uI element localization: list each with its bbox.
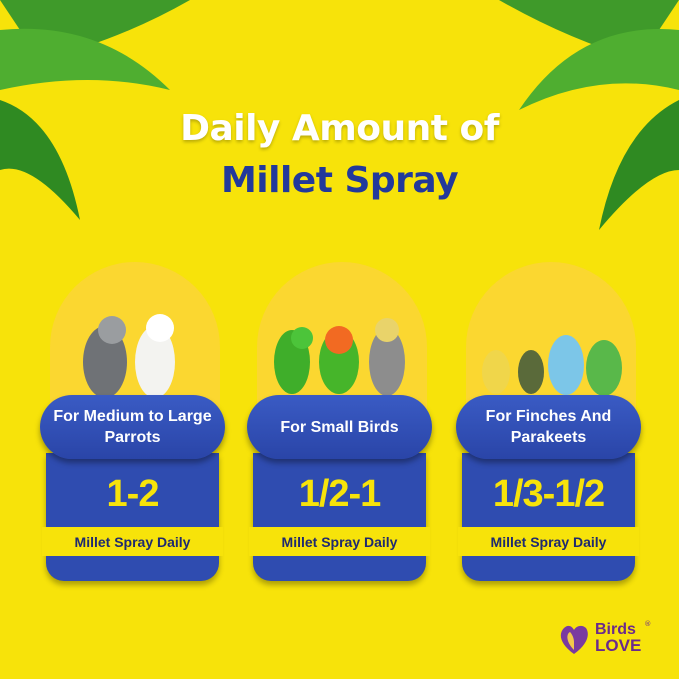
logo-text-birds: Birds <box>595 621 636 638</box>
finches-parakeets-image <box>482 335 622 396</box>
small-birds-image <box>274 318 405 396</box>
amount-value: 1/3-1/2 <box>492 473 605 515</box>
card-heading: For Finches And Parakeets <box>456 395 641 459</box>
palm-leaf-right-decoration <box>499 0 679 230</box>
card-heading: For Medium to Large Parrots <box>40 395 225 459</box>
card-body: 1-2 Millet Spray Daily <box>42 453 223 581</box>
heart-bird-icon <box>560 625 588 654</box>
palm-leaf-left-decoration <box>0 0 190 220</box>
title-line-2: Millet Spray <box>220 160 459 201</box>
card-small-birds: For Small Birds 1/2-1 Millet Spray Daily <box>247 395 432 581</box>
parrots-image <box>83 314 175 398</box>
title-line-1: Daily Amount of <box>180 108 499 149</box>
registered-mark: ® <box>644 620 652 628</box>
amount-unit: Millet Spray Daily <box>42 527 223 556</box>
card-body: 1/2-1 Millet Spray Daily <box>249 453 430 581</box>
card-medium-large-parrots: For Medium to Large Parrots 1-2 Millet S… <box>40 395 225 581</box>
card-body: 1/3-1/2 Millet Spray Daily <box>458 453 639 581</box>
logo-text-love: LOVE <box>595 636 642 655</box>
card-heading: For Small Birds <box>247 395 432 459</box>
amount-unit: Millet Spray Daily <box>458 527 639 556</box>
birds-love-logo: Birds LOVE ® <box>556 620 651 656</box>
amount-unit: Millet Spray Daily <box>249 527 430 556</box>
card-finches-parakeets: For Finches And Parakeets 1/3-1/2 Millet… <box>456 395 641 581</box>
amount-value: 1/2-1 <box>298 473 382 515</box>
amount-value: 1-2 <box>106 473 160 515</box>
